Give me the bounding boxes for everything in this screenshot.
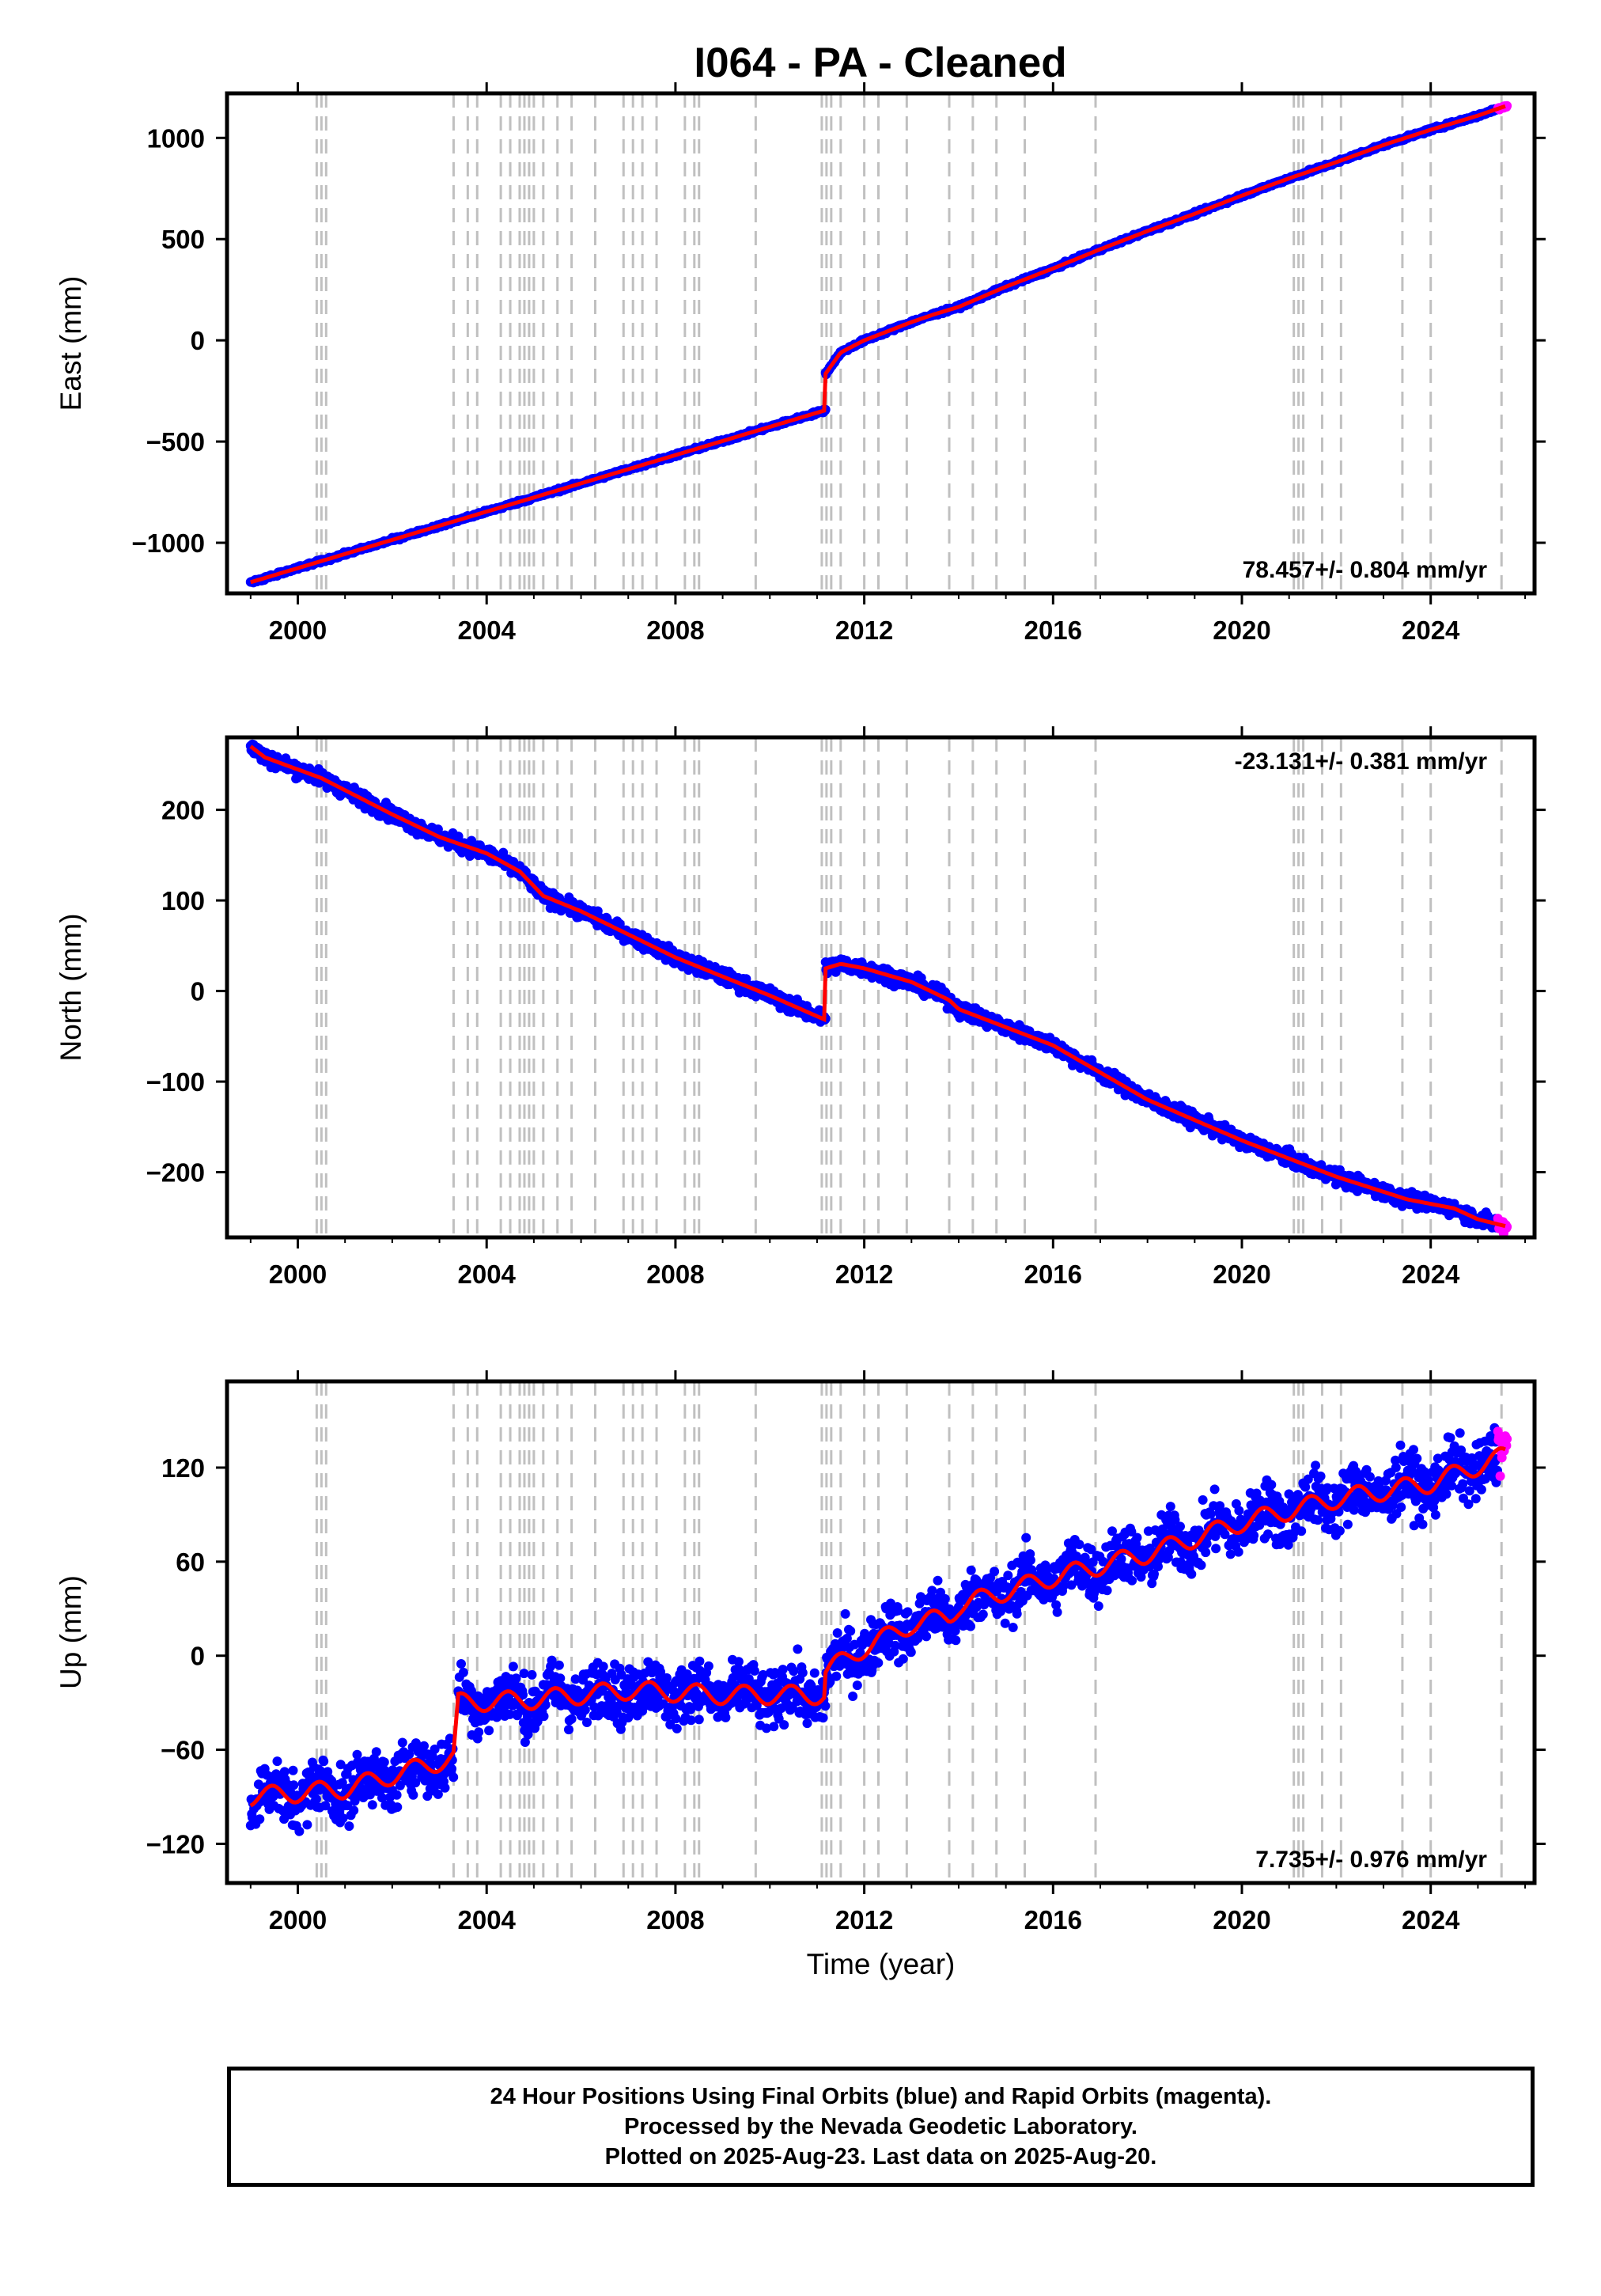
y-tick-label: 200 bbox=[161, 796, 205, 825]
x-tick-label: 2000 bbox=[269, 616, 327, 645]
panel-1: 2000 2004 2008 2012 2016 2020 2024 −1000 −500 0 50… bbox=[55, 82, 1546, 645]
x-tick-label: 2016 bbox=[1024, 616, 1082, 645]
y-tick-label: 0 bbox=[191, 326, 205, 355]
y-tick-label: −500 bbox=[146, 427, 205, 457]
rate-annotation: -23.131+/- 0.381 mm/yr bbox=[1235, 748, 1488, 775]
data-point bbox=[320, 1801, 331, 1811]
x-tick-label: 2024 bbox=[1402, 1260, 1460, 1289]
data-point bbox=[453, 832, 464, 842]
event-lines bbox=[315, 737, 1503, 1237]
data-point bbox=[404, 1749, 414, 1760]
x-tick-label: 2012 bbox=[835, 616, 893, 645]
data-point bbox=[289, 1780, 299, 1790]
y-tick-label: −200 bbox=[146, 1158, 205, 1188]
data-point bbox=[379, 1757, 389, 1767]
x-tick-label: 2008 bbox=[646, 1260, 704, 1289]
data-point bbox=[371, 1747, 381, 1757]
plot-frame bbox=[225, 91, 1537, 596]
data-point bbox=[272, 1756, 282, 1767]
data-point bbox=[255, 1814, 265, 1824]
data-point bbox=[311, 1794, 321, 1804]
data-point bbox=[392, 1802, 403, 1813]
panel-3: 2000 2004 2008 2012 2016 2020 2024−120−6006012… bbox=[55, 1370, 1546, 1980]
rate-annotation: 78.457+/- 0.804 mm/yr bbox=[1243, 557, 1488, 583]
y-axis-label: North (mm) bbox=[55, 913, 87, 1061]
data-point bbox=[294, 1826, 305, 1836]
y-axis-label: East (mm) bbox=[55, 276, 87, 411]
x-tick-label: 2020 bbox=[1213, 1260, 1270, 1289]
x-tick-label: 2004 bbox=[458, 1260, 517, 1289]
x-tick-label: 2016 bbox=[1024, 1260, 1082, 1289]
data-point bbox=[377, 1793, 387, 1803]
data-point bbox=[327, 1775, 337, 1786]
x-tick-label: 2020 bbox=[1213, 616, 1270, 645]
data-point bbox=[433, 824, 443, 835]
data-point bbox=[349, 1805, 359, 1816]
data-point bbox=[344, 1821, 354, 1832]
model-line bbox=[250, 104, 1506, 585]
y-tick-label: −1000 bbox=[131, 529, 205, 558]
y-tick-label: 100 bbox=[161, 886, 205, 915]
event-lines bbox=[315, 1381, 1503, 1883]
data-points bbox=[245, 739, 1512, 1237]
model-line bbox=[249, 744, 1506, 1229]
data-point bbox=[367, 1800, 377, 1810]
data-point bbox=[279, 1767, 290, 1777]
data-point bbox=[338, 1813, 348, 1824]
data-point bbox=[335, 1760, 346, 1770]
y-tick-label: 1000 bbox=[147, 123, 205, 153]
data-point bbox=[319, 1756, 329, 1767]
data-point bbox=[395, 1780, 405, 1790]
y-tick-label: 0 bbox=[191, 977, 205, 1006]
x-tick-label: 2024 bbox=[1402, 616, 1460, 645]
chart-title: I064 - PA - Cleaned bbox=[694, 40, 1066, 86]
panel-2: 2000 2004 2008 2012 2016 2020 2024 −200 −100 0 100… bbox=[55, 726, 1546, 1289]
data-point bbox=[288, 1765, 298, 1775]
data-point bbox=[392, 1790, 402, 1800]
data-point bbox=[352, 1749, 362, 1760]
event-lines bbox=[315, 93, 1503, 593]
data-point bbox=[397, 1737, 407, 1748]
x-tick-label: 2008 bbox=[646, 616, 704, 645]
x-tick-label: 2004 bbox=[458, 616, 517, 645]
data-point bbox=[302, 1820, 312, 1830]
plot-frame bbox=[225, 735, 1537, 1240]
y-tick-label: 500 bbox=[161, 225, 205, 254]
x-tick-label: 2000 bbox=[269, 1260, 327, 1289]
x-tick-label: 2012 bbox=[835, 1260, 893, 1289]
y-tick-label: −100 bbox=[146, 1067, 205, 1097]
